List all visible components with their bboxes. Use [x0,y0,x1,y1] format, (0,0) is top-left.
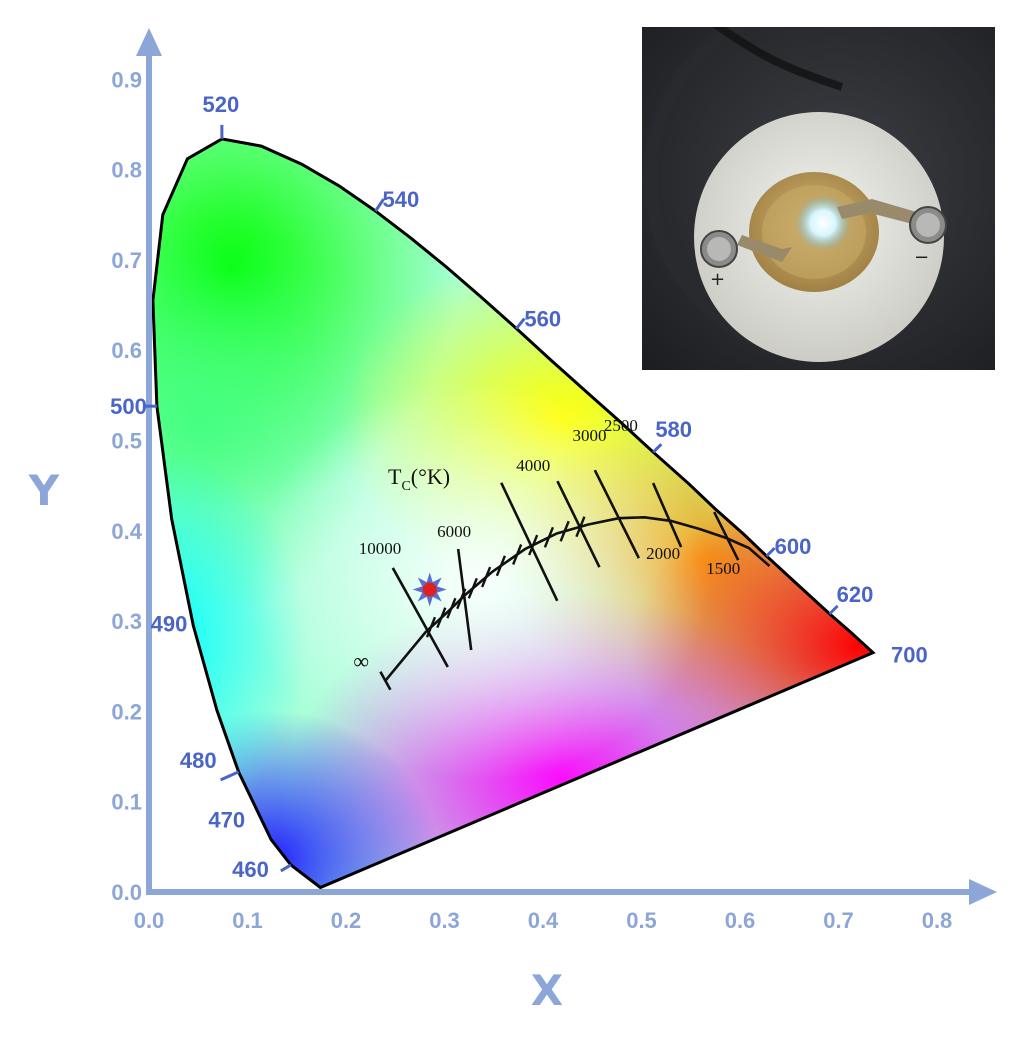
isotherm-label: 6000 [437,522,471,541]
x-tick-label: 0.2 [331,908,362,933]
locus-minor-tick [495,555,507,577]
led-photo: + − [642,27,995,370]
isotherm-label: 1500 [706,559,740,578]
axes [136,28,997,905]
locus-minor-tick [436,607,447,629]
x-tick-label: 0.5 [626,908,657,933]
locus-minor-tick [528,534,539,556]
locus-minor-tick [543,526,555,548]
y-tick-label: 0.1 [111,790,142,815]
isotherm-line [391,567,449,668]
y-tick-label: 0.9 [111,67,142,92]
locus-minor-tick [512,544,523,565]
wavelength-label: 620 [837,582,874,607]
locus-minor-tick [467,577,478,599]
wavelength-label: 460 [232,857,269,882]
measured-point [412,572,447,607]
plus-lead [737,235,792,262]
wavelength-label: 490 [151,612,188,637]
cable [712,27,844,91]
x-tick-label: 0.8 [922,908,953,933]
spectral-locus-outline [151,137,876,890]
wavelength-label: 600 [775,534,812,559]
wavelength-label: 480 [180,748,217,773]
led-emitter [795,195,851,251]
plus-label: + [710,269,725,290]
y-tick-label: 0.5 [111,429,142,454]
x-axis-title: X [531,966,563,1015]
wavelength-label: 700 [891,643,928,668]
planckian-locus-curve [384,515,771,682]
x-tick-label: 0.4 [528,908,559,933]
wavelength-tick [374,198,385,212]
isotherm-line [593,469,641,559]
wavelength-tick [828,604,839,615]
wavelength-label: 520 [203,92,240,117]
minus-lead [837,199,927,227]
y-tick-label: 0.0 [111,880,142,905]
isotherm-line [651,482,683,548]
x-tick-label: 0.0 [134,908,165,933]
y-tick-label: 0.2 [111,699,142,724]
y-tick-label: 0.6 [111,338,142,363]
x-tick-label: 0.3 [429,908,460,933]
x-tick-label: 0.1 [232,908,263,933]
isotherm-label: 4000 [516,456,550,475]
isotherm-label: 3000 [572,426,606,445]
wavelength-label: 470 [208,808,245,833]
x-axis-ticks: 0.0 0.1 0.2 0.3 0.4 0.5 0.6 0.7 0.8 [134,908,953,933]
y-tick-label: 0.7 [111,248,142,273]
wavelength-tick [652,443,663,454]
isotherm-line [456,548,473,651]
locus-minor-tick [559,520,570,542]
locus-minor-tick [446,597,457,619]
y-tick-label: 0.4 [111,519,142,544]
x-tick-label: 0.7 [823,908,854,933]
wavelength-label: 560 [524,307,561,332]
isotherm-line [556,480,601,568]
measured-point-dot [422,582,437,597]
infinity-endcap [379,671,392,691]
isotherm-label: 10000 [359,539,402,558]
isotherm-line [500,482,559,602]
wavelength-tick [515,317,526,330]
wavelength-tick [765,547,776,558]
wavelength-tick [280,863,292,873]
isotherm-line [713,511,740,561]
infinity-label: ∞ [353,649,369,674]
wavelength-label: 500 [110,394,147,419]
y-tick-label: 0.8 [111,158,142,183]
minus-label: − [914,247,929,268]
isotherm-label: 2000 [646,544,680,563]
planckian-locus-title: TC(°K) [388,464,450,494]
wavelength-tick [220,770,240,782]
wavelength-label: 540 [383,187,420,212]
y-tick-label: 0.3 [111,609,142,634]
isotherm-label: 2500 [604,416,638,435]
y-axis-title: Y [28,466,60,515]
y-axis-ticks: 0.0 0.1 0.2 0.3 0.4 0.5 0.6 0.7 0.8 0.9 [111,67,142,905]
wavelength-labels: 460 470 480 490 500 520 540 560 580 600 620 700 [110,92,928,882]
wavelength-label: 580 [655,417,692,442]
locus-minor-tick [481,566,492,588]
x-tick-label: 0.6 [725,908,756,933]
